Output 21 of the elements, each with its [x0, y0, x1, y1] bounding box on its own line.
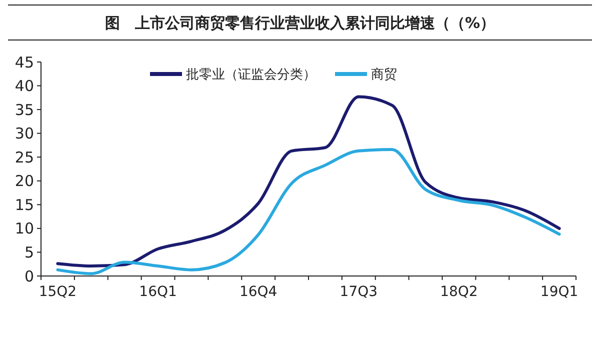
y-tick-label: 15	[14, 196, 34, 214]
y-tick-label: 40	[14, 77, 34, 96]
chart-title: 图 上市公司商贸零售行业营业收入累计同比增速（（%）	[104, 14, 496, 32]
y-tick-label: 30	[14, 124, 34, 143]
y-tick-label: 25	[14, 148, 34, 166]
y-tick-label: 45	[14, 53, 34, 72]
line-series	[56, 148, 561, 276]
y-tick-label: 0	[24, 267, 34, 286]
y-tick-label: 10	[14, 220, 34, 238]
x-tick-label: 19Q1	[540, 284, 578, 300]
x-tick-label: 16Q1	[139, 284, 177, 300]
x-tick-label: 15Q2	[38, 284, 77, 300]
y-tick-label: 35	[14, 100, 34, 119]
x-tick-label: 18Q2	[440, 284, 478, 300]
x-tick-label: 17Q3	[340, 284, 378, 300]
x-tick-label: 16Q4	[239, 284, 278, 300]
y-tick-label: 5	[24, 243, 34, 262]
legend-label: 批零业（证监会分类）	[186, 68, 316, 83]
legend-label: 商贸	[371, 68, 397, 83]
line-series	[56, 95, 561, 268]
y-tick-label: 20	[14, 172, 34, 190]
